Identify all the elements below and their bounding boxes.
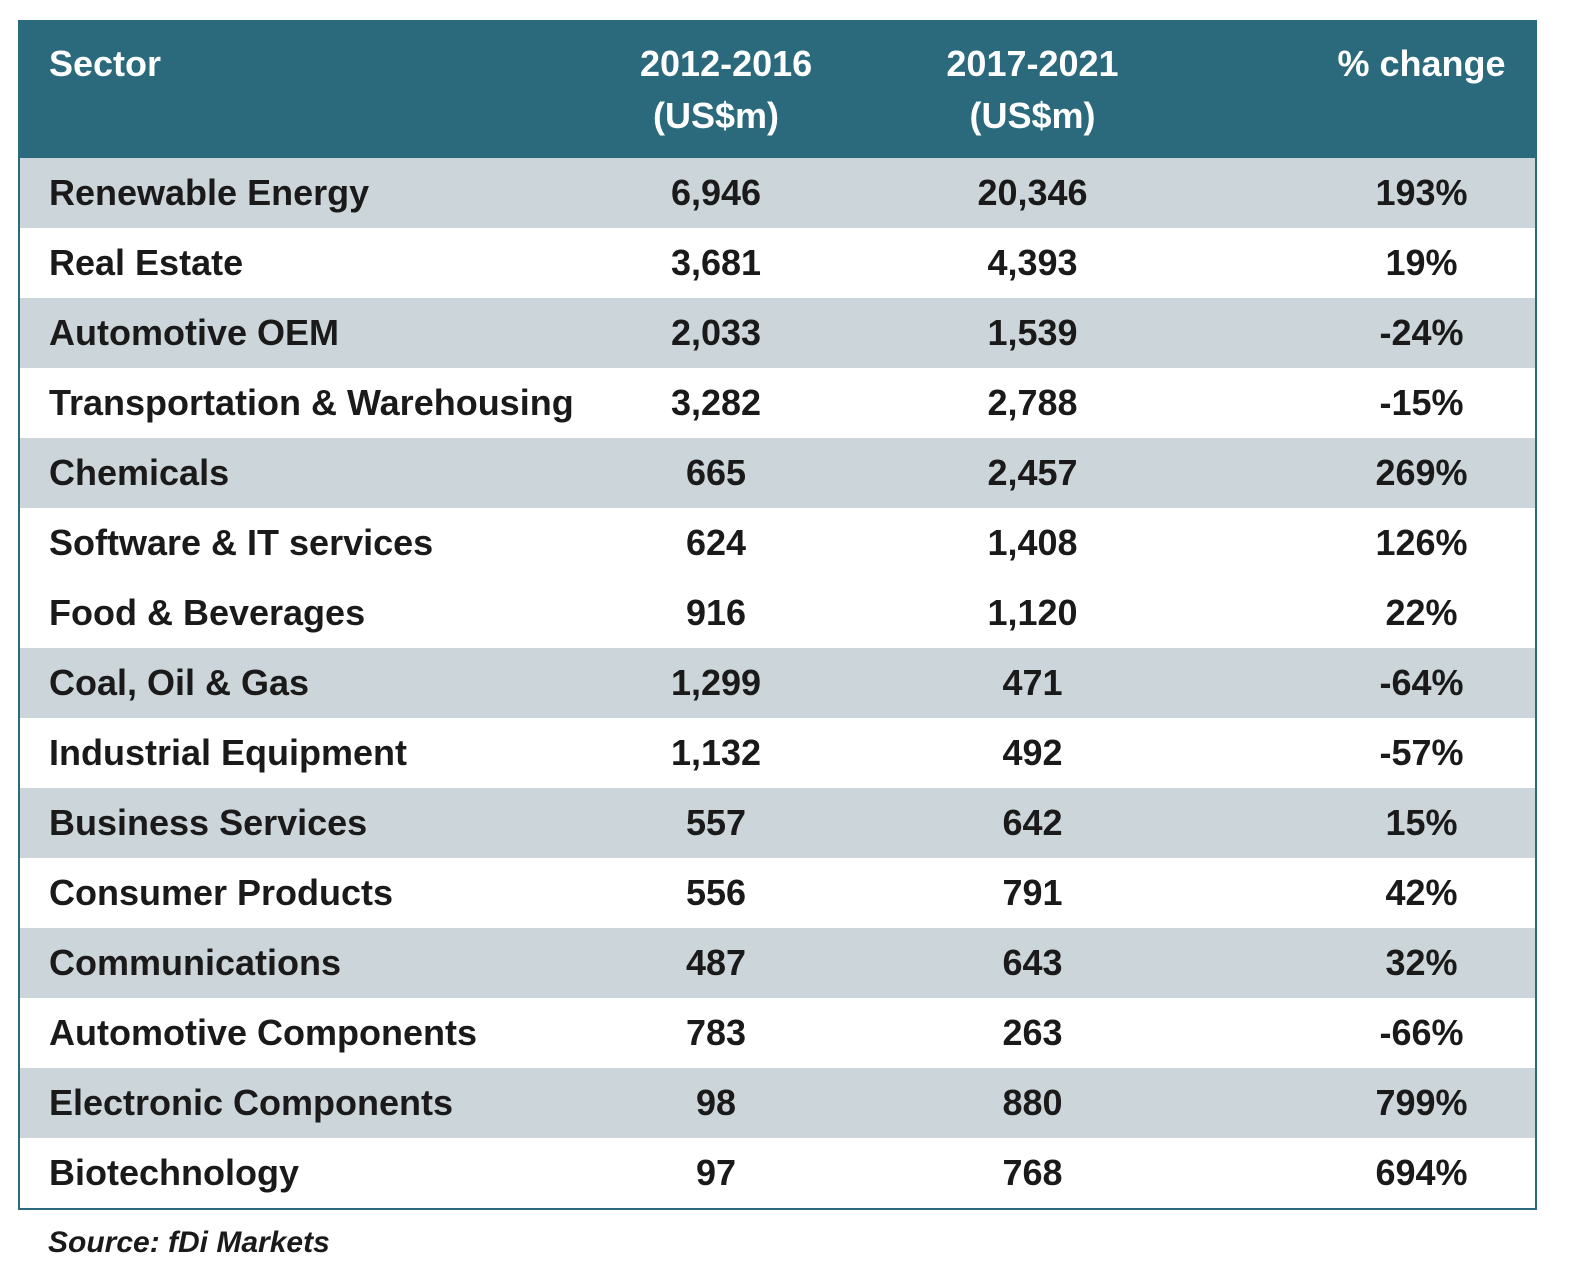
percent-change-cell: 269% xyxy=(1375,452,1468,493)
header-2017-2021-line-1: 2017-2021 xyxy=(946,43,1119,84)
sector-cell: Consumer Products xyxy=(49,872,394,913)
value-2012-2016-cell: 1,132 xyxy=(670,732,762,773)
value-2017-2021-cell: 1,120 xyxy=(987,592,1078,633)
value-2012-2016-cell: 6,946 xyxy=(670,172,762,213)
sector-cell: Chemicals xyxy=(49,452,230,493)
table-row: Automotive Components 783 263 -66% xyxy=(20,998,1535,1068)
value-2017-2021-cell: 492 xyxy=(1002,732,1063,773)
value-2012-2016-cell: 624 xyxy=(685,522,747,563)
value-2017-2021-cell: 2,788 xyxy=(987,382,1078,423)
value-2017-2021-cell: 20,346 xyxy=(977,172,1088,213)
value-2012-2016-cell: 1,299 xyxy=(670,662,762,703)
value-2017-2021-cell: 4,393 xyxy=(987,242,1078,283)
table-row: Consumer Products 556 791 42% xyxy=(20,858,1535,928)
sector-cell: Automotive Components xyxy=(49,1012,477,1053)
percent-change-cell: 42% xyxy=(1385,872,1458,913)
sector-cell: Food & Beverages xyxy=(49,592,366,633)
header-2012-2016-line-2: (US$m) xyxy=(652,95,780,136)
value-2017-2021-cell: 263 xyxy=(1002,1012,1063,1053)
value-2017-2021-cell: 1,539 xyxy=(987,312,1078,353)
sector-cell: Automotive OEM xyxy=(49,312,340,353)
value-2012-2016-cell: 557 xyxy=(685,802,747,843)
value-2017-2021-cell: 768 xyxy=(1002,1152,1063,1193)
value-2012-2016-cell: 556 xyxy=(685,872,747,913)
table-row: Business Services 557 642 15% xyxy=(20,788,1535,858)
percent-change-cell: 22% xyxy=(1385,592,1458,633)
header-2012-2016-line-1: 2012-2016 xyxy=(640,43,813,84)
table-row: Electronic Components 98 880 799% xyxy=(20,1068,1535,1138)
table-row: Software & IT services 624 1,408 126% xyxy=(20,508,1535,578)
percent-change-cell: 799% xyxy=(1375,1082,1468,1123)
table-row: Biotechnology 97 768 694% xyxy=(20,1138,1535,1208)
value-2017-2021-cell: 880 xyxy=(1002,1082,1063,1123)
percent-change-cell: 694% xyxy=(1375,1152,1468,1193)
percent-change-cell: -57% xyxy=(1379,732,1464,773)
header-percent-change-line-1: % change xyxy=(1337,43,1506,84)
value-2012-2016-cell: 3,282 xyxy=(670,382,762,423)
sector-cell: Biotechnology xyxy=(49,1152,299,1193)
value-2012-2016-cell: 487 xyxy=(685,942,747,983)
value-2017-2021-cell: 1,408 xyxy=(987,522,1078,563)
value-2012-2016-cell: 2,033 xyxy=(670,312,762,353)
value-2017-2021-cell: 642 xyxy=(1002,802,1063,843)
table-header-row: Sector 2012-2016 (US$m) 2017-2021 (US$m)… xyxy=(20,22,1535,158)
sector-cell: Renewable Energy xyxy=(49,172,370,213)
table-row: Food & Beverages 916 1,120 22% xyxy=(20,578,1535,648)
value-2012-2016-cell: 783 xyxy=(685,1012,747,1053)
sector-investment-table: Sector 2012-2016 (US$m) 2017-2021 (US$m)… xyxy=(20,22,1535,1208)
percent-change-cell: -24% xyxy=(1379,312,1464,353)
sector-cell: Coal, Oil & Gas xyxy=(49,662,310,703)
data-table-frame: Sector 2012-2016 (US$m) 2017-2021 (US$m)… xyxy=(18,20,1537,1210)
header-2017-2021: 2017-2021 (US$m) xyxy=(792,22,1308,158)
header-sector-line-1: Sector xyxy=(49,43,162,84)
value-2012-2016-cell: 98 xyxy=(695,1082,737,1123)
header-2012-2016: 2012-2016 (US$m) xyxy=(640,22,813,158)
sector-cell: Communications xyxy=(49,942,342,983)
sector-cell: Industrial Equipment xyxy=(49,732,408,773)
sector-cell: Software & IT services xyxy=(49,522,434,563)
table-row: Real Estate 3,681 4,393 19% xyxy=(20,228,1535,298)
value-2012-2016-cell: 3,681 xyxy=(670,242,762,283)
header-2017-2021-line-2: (US$m) xyxy=(969,95,1096,136)
value-2012-2016-cell: 916 xyxy=(685,592,747,633)
value-2017-2021-cell: 2,457 xyxy=(987,452,1078,493)
percent-change-cell: -64% xyxy=(1379,662,1464,703)
value-2012-2016-cell: 97 xyxy=(695,1152,737,1193)
table-body: Renewable Energy 6,946 20,346 193% Real Esta… xyxy=(20,158,1535,1208)
table-row: Industrial Equipment 1,132 492 -57% xyxy=(20,718,1535,788)
percent-change-cell: 193% xyxy=(1375,172,1468,213)
percent-change-cell: 32% xyxy=(1385,942,1458,983)
table-row: Chemicals 665 2,457 269% xyxy=(20,438,1535,508)
value-2017-2021-cell: 791 xyxy=(1002,872,1063,913)
table-row: Coal, Oil & Gas 1,299 471 -64% xyxy=(20,648,1535,718)
value-2012-2016-cell: 665 xyxy=(685,452,747,493)
percent-change-cell: -66% xyxy=(1379,1012,1464,1053)
header-percent-change: % change xyxy=(1308,22,1535,158)
sector-cell: Real Estate xyxy=(49,242,244,283)
sector-cell: Transportation & Warehousing xyxy=(49,382,574,423)
value-2017-2021-cell: 471 xyxy=(1002,662,1063,703)
percent-change-cell: 15% xyxy=(1385,802,1458,843)
percent-change-cell: 126% xyxy=(1375,522,1468,563)
source-note: Source: fDi Markets xyxy=(48,1226,330,1259)
value-2017-2021-cell: 643 xyxy=(1002,942,1063,983)
percent-change-cell: 19% xyxy=(1385,242,1458,283)
table-row: Renewable Energy 6,946 20,346 193% xyxy=(20,158,1535,228)
table-row: Automotive OEM 2,033 1,539 -24% xyxy=(20,298,1535,368)
sector-cell: Business Services xyxy=(49,802,368,843)
table-row: Communications 487 643 32% xyxy=(20,928,1535,998)
header-sector: Sector xyxy=(20,22,640,158)
percent-change-cell: -15% xyxy=(1379,382,1464,423)
sector-cell: Electronic Components xyxy=(49,1082,454,1123)
table-row: Transportation & Warehousing 3,282 2,788 -1… xyxy=(20,368,1535,438)
